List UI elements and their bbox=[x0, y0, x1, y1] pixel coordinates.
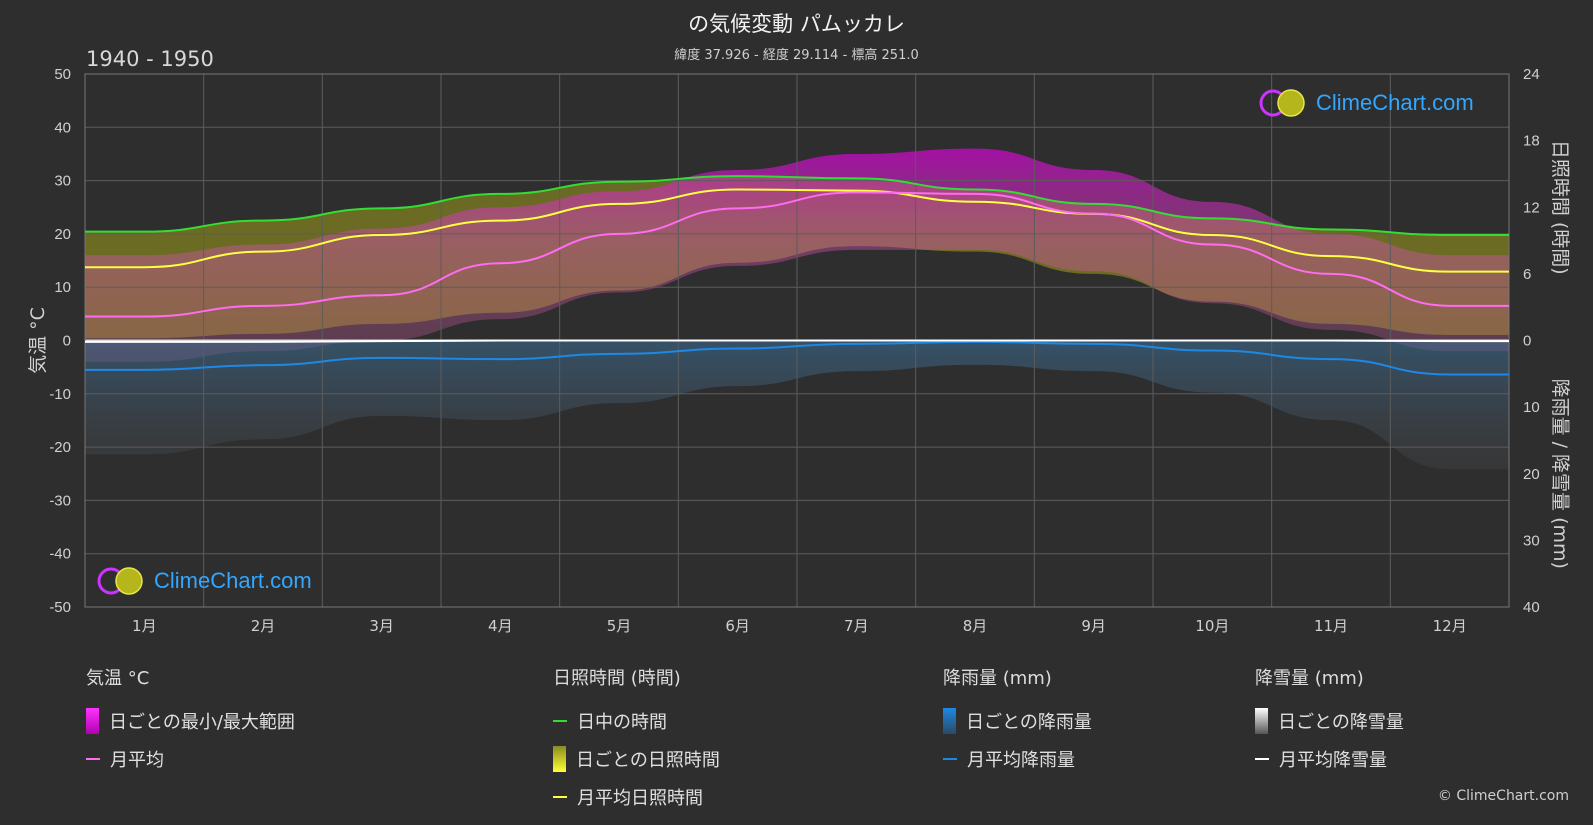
climechart-logo-icon bbox=[1259, 89, 1305, 117]
chart-subtitle: 緯度 37.926 - 経度 29.114 - 標高 251.0 bbox=[674, 48, 919, 63]
legend-label: 月平均 bbox=[110, 750, 164, 771]
sunshine-axis-title: 日照時間 (時間) bbox=[1549, 140, 1571, 275]
month-tick-label: 9月 bbox=[1081, 617, 1106, 635]
rain-mean-line bbox=[85, 340, 1509, 376]
left-axis-tick-label: 50 bbox=[54, 66, 71, 83]
precip-axis-title: 降雨量 / 降雪量 (mm) bbox=[1549, 379, 1571, 569]
legend-swatch bbox=[86, 758, 100, 760]
left-axis-tick-label: -20 bbox=[49, 439, 71, 456]
snow-mean-line bbox=[85, 339, 1509, 343]
month-tick-label: 6月 bbox=[725, 617, 750, 635]
logo-bottom[interactable]: ClimeChart.com bbox=[96, 566, 312, 596]
left-axis-tick-label: -50 bbox=[49, 599, 71, 616]
month-tick-label: 1月 bbox=[132, 617, 157, 635]
logo-text: ClimeChart.com bbox=[1316, 90, 1474, 115]
copyright: © ClimeChart.com bbox=[1437, 788, 1569, 804]
legend-swatch bbox=[553, 746, 566, 772]
left-axis-tick-label: -30 bbox=[49, 492, 71, 509]
period-label: 1940 - 1950 bbox=[86, 47, 214, 71]
legend-item-temp-range: 日ごとの最小/最大範囲 bbox=[86, 702, 295, 740]
legend-label: 日ごとの最小/最大範囲 bbox=[109, 712, 295, 733]
legend-item-daily-sunshine: 日ごとの日照時間 bbox=[553, 740, 720, 778]
left-axis-tick-label: 40 bbox=[54, 119, 71, 136]
precip-axis-tick-label: 40 bbox=[1523, 599, 1540, 616]
legend-item-temp-mean: 月平均 bbox=[86, 740, 295, 778]
legend-swatch bbox=[1255, 758, 1269, 760]
legend-swatch bbox=[943, 708, 956, 734]
legend-swatch bbox=[553, 796, 567, 798]
legend-label: 日ごとの日照時間 bbox=[576, 750, 720, 771]
logo-text: ClimeChart.com bbox=[154, 568, 312, 593]
climechart-logo-icon bbox=[97, 567, 143, 595]
month-tick-label: 2月 bbox=[251, 617, 276, 635]
legend-item-snow-mean: 月平均降雪量 bbox=[1255, 740, 1404, 778]
legend-swatch bbox=[943, 758, 957, 760]
month-tick-label: 3月 bbox=[369, 617, 394, 635]
month-tick-label: 10月 bbox=[1195, 617, 1229, 635]
temp-mean-line bbox=[85, 191, 1509, 318]
legend-item-rain-mean: 月平均降雨量 bbox=[943, 740, 1092, 778]
legend-label: 月平均日照時間 bbox=[577, 788, 703, 809]
left-axis-tick-label: 30 bbox=[54, 173, 71, 190]
sunshine-mean-line bbox=[85, 188, 1509, 273]
legend-swatch bbox=[1255, 708, 1268, 734]
logo-top[interactable]: ClimeChart.com bbox=[1258, 88, 1474, 118]
left-axis-tick-label: 20 bbox=[54, 226, 71, 243]
legend-item-daylight: 日中の時間 bbox=[553, 702, 720, 740]
daylight-line bbox=[85, 175, 1509, 237]
sunshine-axis-tick-label: 24 bbox=[1523, 66, 1540, 83]
legend-item-daily-snow: 日ごとの降雪量 bbox=[1255, 702, 1404, 740]
legend-snow: 降雪量 (mm) 日ごとの降雪量 月平均降雪量 bbox=[1255, 664, 1404, 778]
legend-temperature: 気温 °C 日ごとの最小/最大範囲 月平均 bbox=[86, 664, 295, 778]
legend-rain: 降雨量 (mm) 日ごとの降雨量 月平均降雨量 bbox=[943, 664, 1092, 778]
month-tick-label: 11月 bbox=[1314, 617, 1348, 635]
legend-label: 月平均降雨量 bbox=[967, 750, 1075, 771]
chart-title: の気候変動 パムッカレ bbox=[688, 12, 905, 36]
left-axis-tick-label: -10 bbox=[49, 386, 71, 403]
legend-label: 日ごとの降雪量 bbox=[1278, 712, 1404, 733]
month-tick-label: 4月 bbox=[488, 617, 513, 635]
legend-swatch bbox=[86, 708, 99, 734]
legend-label: 日ごとの降雨量 bbox=[966, 712, 1092, 733]
month-tick-label: 7月 bbox=[844, 617, 869, 635]
legend-header: 日照時間 (時間) bbox=[553, 668, 681, 689]
precip-axis-tick-label: 20 bbox=[1523, 466, 1540, 483]
month-tick-label: 12月 bbox=[1433, 617, 1467, 635]
left-axis-tick-label: -40 bbox=[49, 546, 71, 563]
legend-sunshine: 日照時間 (時間) 日中の時間 日ごとの日照時間 月平均日照時間 bbox=[553, 664, 720, 816]
legend-label: 日中の時間 bbox=[577, 712, 667, 733]
legend-item-sunshine-mean: 月平均日照時間 bbox=[553, 778, 720, 816]
sunshine-axis-tick-label: 12 bbox=[1523, 199, 1540, 216]
left-axis-title: 気温 °C bbox=[27, 307, 49, 374]
sunshine-axis-tick-label: 0 bbox=[1523, 333, 1531, 350]
legend-label: 月平均降雪量 bbox=[1279, 750, 1387, 771]
month-tick-label: 5月 bbox=[607, 617, 632, 635]
month-tick-label: 8月 bbox=[963, 617, 988, 635]
legend-header: 降雨量 (mm) bbox=[943, 668, 1052, 689]
legend-swatch bbox=[553, 720, 567, 722]
precip-axis-tick-label: 10 bbox=[1523, 399, 1540, 416]
sunshine-axis-tick-label: 18 bbox=[1523, 133, 1540, 150]
left-axis-tick-label: 0 bbox=[63, 333, 71, 350]
precip-axis-tick-label: 30 bbox=[1523, 532, 1540, 549]
sunshine-axis-tick-label: 6 bbox=[1523, 266, 1531, 283]
legend-header: 降雪量 (mm) bbox=[1255, 668, 1364, 689]
legend-item-daily-rain: 日ごとの降雨量 bbox=[943, 702, 1092, 740]
legend-header: 気温 °C bbox=[86, 668, 150, 689]
left-axis-tick-label: 10 bbox=[54, 279, 71, 296]
